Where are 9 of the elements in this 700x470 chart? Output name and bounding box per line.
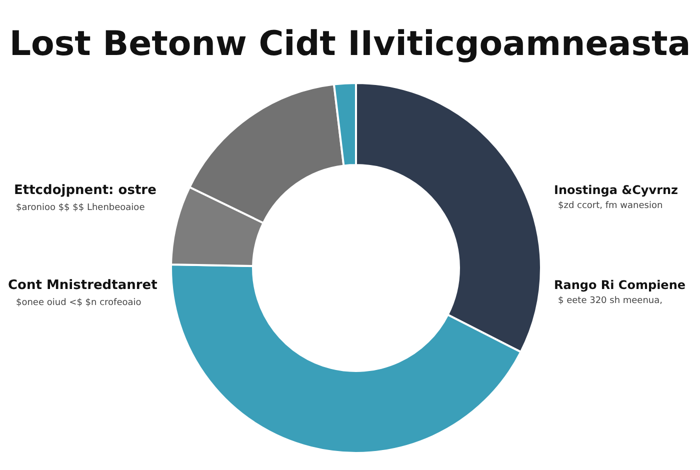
text: $zd ccort, fm wanesion — [558, 201, 663, 211]
text: $ eete 320 sh meenua, — [558, 296, 663, 306]
text: Inostinga &Cyvrnz — [554, 183, 678, 197]
chart-title: Lost Betonw Cidt IIviticgoamneasta — [9, 24, 691, 64]
text: $aronioo $$ $$ Lhenbeoaioe — [16, 203, 146, 213]
text: Rango Ri Compiene — [554, 278, 686, 292]
text: $onee oiud <$ $n crofeoaio — [16, 298, 142, 308]
text: Cont Mnistredtanret — [8, 278, 158, 293]
text: Ettcdojpnent: ostre — [14, 183, 157, 198]
